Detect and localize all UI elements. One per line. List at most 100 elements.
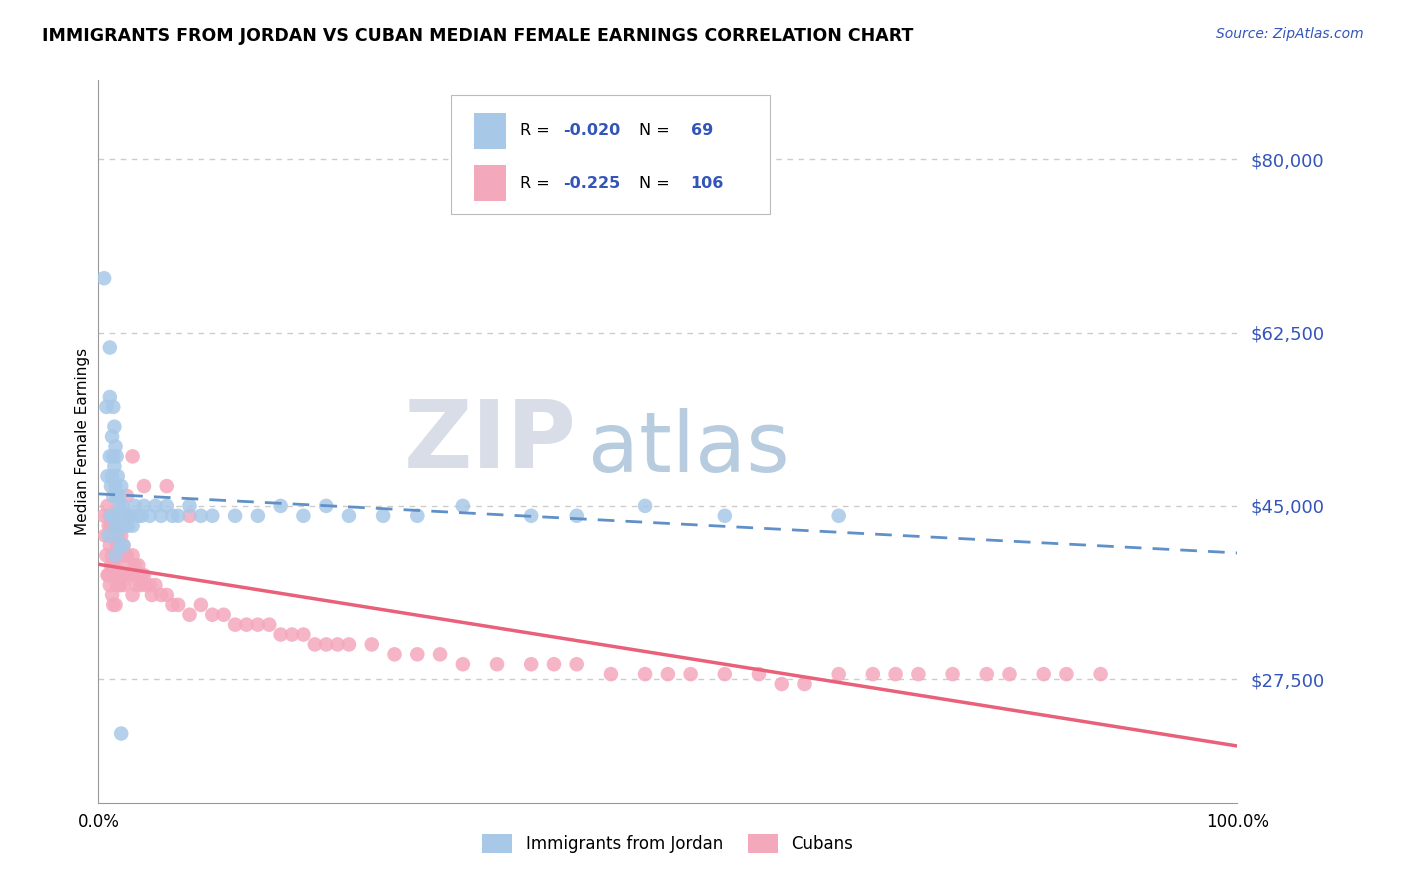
Point <box>98 390 121 404</box>
Point <box>115 508 138 523</box>
Point <box>97 528 120 542</box>
Point <box>107 568 129 582</box>
Text: -0.020: -0.020 <box>562 123 620 138</box>
Point <box>112 578 135 592</box>
Point <box>110 479 132 493</box>
Point <box>167 598 190 612</box>
Point <box>543 657 565 672</box>
Point <box>94 528 117 542</box>
Point <box>98 578 121 592</box>
Point <box>121 450 143 464</box>
Text: R =: R = <box>520 123 555 138</box>
Point <box>634 499 657 513</box>
Point <box>429 648 451 662</box>
Point <box>451 499 474 513</box>
Point <box>121 588 143 602</box>
Point <box>124 558 146 573</box>
Point <box>246 508 269 523</box>
Point <box>292 508 315 523</box>
Bar <box>474 112 506 149</box>
Point <box>96 400 118 414</box>
Point <box>132 499 155 513</box>
Point <box>406 648 429 662</box>
Point <box>98 508 121 523</box>
Point <box>97 568 120 582</box>
Point <box>138 578 160 592</box>
Point <box>976 667 998 681</box>
Point <box>101 469 124 483</box>
Point <box>129 578 152 592</box>
Text: atlas: atlas <box>588 409 790 490</box>
Point <box>150 588 173 602</box>
Point <box>110 568 132 582</box>
Text: Source: ZipAtlas.com: Source: ZipAtlas.com <box>1216 27 1364 41</box>
Point <box>246 617 269 632</box>
Point <box>110 518 132 533</box>
Point <box>145 499 167 513</box>
Point <box>96 568 118 582</box>
Text: R =: R = <box>520 176 555 191</box>
Point <box>124 499 146 513</box>
Point <box>105 489 128 503</box>
Point <box>565 657 588 672</box>
Point <box>100 508 122 523</box>
Point <box>104 549 127 563</box>
Legend: Immigrants from Jordan, Cubans: Immigrants from Jordan, Cubans <box>475 827 860 860</box>
Point <box>98 450 121 464</box>
Point <box>201 508 224 523</box>
Point <box>105 578 128 592</box>
Point <box>315 637 337 651</box>
Point <box>100 518 122 533</box>
Text: 106: 106 <box>690 176 724 191</box>
Point <box>179 607 201 622</box>
Point <box>100 479 122 493</box>
Point <box>110 528 132 542</box>
Point <box>108 539 131 553</box>
Point <box>127 508 149 523</box>
Point <box>107 469 129 483</box>
Point <box>108 499 131 513</box>
Point <box>141 588 163 602</box>
Point <box>714 667 737 681</box>
Point <box>748 667 770 681</box>
Point <box>121 549 143 563</box>
Point <box>135 578 157 592</box>
Point <box>942 667 965 681</box>
Point <box>103 518 125 533</box>
Point <box>111 549 134 563</box>
Text: N =: N = <box>640 176 671 191</box>
Point <box>114 568 136 582</box>
Point <box>111 499 134 513</box>
Point <box>103 568 125 582</box>
Point <box>104 440 127 454</box>
Point <box>108 539 131 553</box>
Point <box>270 499 292 513</box>
Point <box>120 568 142 582</box>
Point <box>520 508 543 523</box>
Point <box>103 400 125 414</box>
Point <box>115 549 138 563</box>
Point <box>117 518 139 533</box>
Point <box>201 607 224 622</box>
Point <box>132 568 155 582</box>
Point <box>304 637 326 651</box>
Point <box>406 508 429 523</box>
Point <box>156 499 179 513</box>
Point <box>104 518 127 533</box>
Point <box>125 578 148 592</box>
Point <box>315 499 337 513</box>
Point <box>112 539 135 553</box>
Point <box>132 479 155 493</box>
Point <box>114 549 136 563</box>
Text: N =: N = <box>640 123 671 138</box>
Point <box>103 528 125 542</box>
Point <box>112 539 135 553</box>
Point <box>131 508 153 523</box>
Point <box>104 528 127 542</box>
Point <box>103 558 125 573</box>
Point <box>121 518 143 533</box>
Point <box>118 508 141 523</box>
Point <box>162 598 184 612</box>
Point <box>600 667 623 681</box>
Point <box>224 508 246 523</box>
